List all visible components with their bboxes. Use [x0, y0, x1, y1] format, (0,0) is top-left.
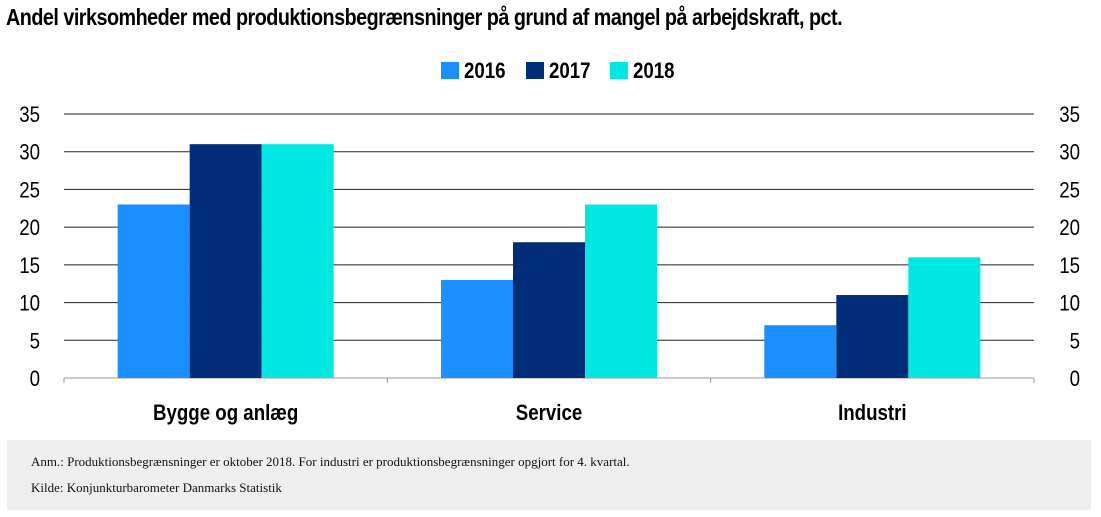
y-tick-label-right: 0	[1070, 368, 1080, 392]
bar-2016	[117, 204, 190, 378]
y-tick-label-right: 10	[1059, 292, 1080, 316]
y-tick-label-left: 35	[19, 104, 40, 128]
legend-swatch-2016	[441, 62, 459, 79]
y-tick-label-left: 25	[19, 179, 40, 203]
y-tick-label-left: 10	[19, 292, 40, 316]
bar-2018	[585, 204, 657, 378]
legend-label: 2017	[549, 60, 591, 84]
chart-title: Andel virksomheder med produktionsbegræn…	[6, 4, 843, 30]
y-tick-label-right: 20	[1059, 217, 1080, 241]
bar-2016	[764, 325, 837, 378]
y-tick-label-left: 30	[19, 141, 40, 165]
x-category-label: Industri	[838, 402, 907, 426]
bar-chart: 0 0 5 5 10 10 15 15 20 20 25 25 30 30 35 35 Bygge og anl…	[19, 60, 1080, 426]
legend-label: 2018	[633, 60, 675, 84]
notes-box: Anm.: Produktionsbegrænsninger er oktobe…	[7, 440, 1091, 510]
bar-2017	[836, 295, 909, 378]
y-tick-label-right: 15	[1059, 255, 1080, 279]
y-tick-label-left: 5	[30, 330, 40, 354]
bar-2017	[189, 144, 262, 378]
y-tick-label-right: 25	[1059, 179, 1080, 203]
bar-2017	[513, 242, 585, 378]
x-category-label: Service	[516, 402, 583, 426]
legend-swatch-2017	[526, 62, 544, 79]
y-tick-label-right: 35	[1059, 104, 1080, 128]
y-tick-label-right: 30	[1059, 141, 1080, 165]
bar-2018	[908, 257, 981, 378]
x-category-label: Bygge og anlæg	[153, 402, 298, 426]
note-anm: Anm.: Produktionsbegrænsninger er oktobe…	[31, 454, 630, 469]
legend-label: 2016	[464, 60, 506, 84]
note-source: Kilde: Konjunkturbarometer Danmarks Stat…	[31, 480, 282, 495]
y-tick-label-left: 20	[19, 217, 40, 241]
y-tick-label-left: 0	[30, 368, 40, 392]
bar-2018	[261, 144, 334, 378]
y-tick-label-right: 5	[1070, 330, 1080, 354]
legend-swatch-2018	[610, 62, 628, 79]
bar-2016	[441, 279, 513, 378]
y-tick-label-left: 15	[19, 255, 40, 279]
